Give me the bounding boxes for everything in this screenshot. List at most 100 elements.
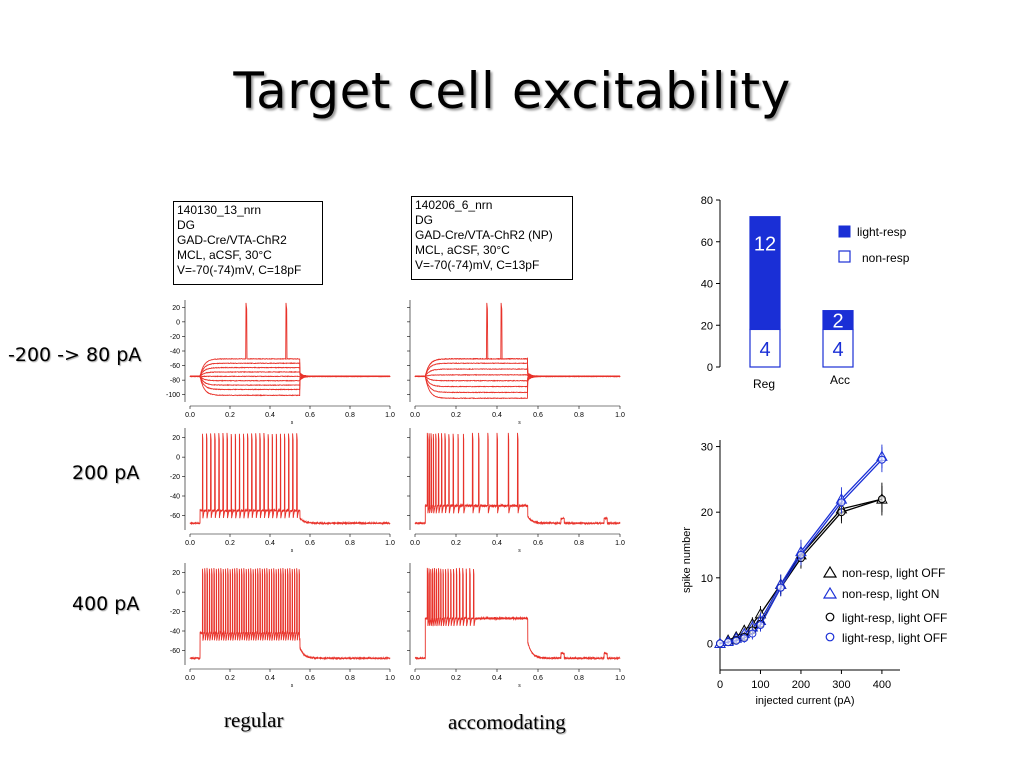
x-tick-label: 0.4	[492, 675, 502, 682]
x-category-label: Acc	[830, 373, 850, 387]
data-point	[776, 583, 785, 592]
legend-marker	[825, 632, 835, 642]
voltage-trace	[189, 432, 391, 526]
data-point	[730, 630, 743, 642]
bar-label-non-resp: 4	[759, 339, 770, 361]
x-axis-label: injected current (pA)	[755, 695, 854, 707]
data-point	[722, 635, 734, 646]
legend-label: non-resp, light ON	[842, 587, 939, 601]
y-tick-label: 0	[707, 362, 713, 374]
x-tick-label: 0.6	[533, 675, 543, 682]
trace-panel: 0.0 0.2 0.4 0.6 0.8 1.0 s 20 0 -20 -40 -60	[170, 563, 395, 689]
info-line: DG	[415, 213, 433, 227]
bar-label-non-resp: 4	[832, 339, 843, 361]
data-point	[722, 634, 734, 645]
data-point	[714, 637, 726, 648]
info-box-accomodating: 140206_6_nrn DG GAD-Cre/VTA-ChR2 (NP) MC…	[411, 196, 573, 280]
data-point	[746, 621, 759, 632]
data-point	[754, 607, 767, 619]
x-axis-label: s	[291, 683, 294, 689]
x-tick-label: 0.8	[574, 412, 584, 419]
x-tick-label: 0.8	[574, 675, 584, 682]
fi-series	[714, 485, 888, 648]
fi-series	[714, 444, 888, 648]
legend-label: light-resp	[857, 225, 907, 239]
voltage-trace	[189, 366, 391, 378]
data-point	[795, 548, 807, 560]
fi-series	[716, 482, 886, 648]
data-point	[774, 578, 787, 589]
col-label-regular: regular	[224, 708, 284, 732]
voltage-trace	[414, 373, 620, 378]
series-line	[719, 498, 883, 645]
x-tick-label: 0.2	[225, 540, 235, 547]
data-point	[796, 554, 805, 563]
x-tick-label: 0.2	[225, 412, 235, 419]
data-point	[754, 614, 767, 625]
info-line: V=-70(-74)mV, C=13pF	[415, 258, 540, 272]
data-point	[835, 502, 848, 514]
voltage-trace	[414, 567, 621, 661]
x-tick-label: 0.2	[451, 540, 461, 547]
x-tick-label: 1.0	[615, 540, 625, 547]
y-tick-label: -100	[166, 392, 180, 399]
y-tick-label: 30	[701, 442, 713, 454]
y-tick-label: 20	[701, 320, 713, 332]
x-tick-label: 0.8	[345, 675, 355, 682]
info-line: GAD-Cre/VTA-ChR2	[177, 233, 287, 247]
x-tick-label: 0.0	[185, 675, 195, 682]
voltage-trace	[414, 375, 621, 382]
voltage-trace	[189, 375, 391, 391]
data-point	[716, 639, 724, 648]
y-tick-label: 10	[701, 573, 713, 585]
x-tick-label: 0.0	[185, 540, 195, 547]
series-line	[719, 498, 883, 645]
x-axis-label: s	[518, 420, 521, 426]
y-tick-label: 20	[172, 570, 180, 577]
data-point	[732, 636, 741, 645]
x-tick-label: 0.0	[410, 412, 420, 419]
data-point	[738, 624, 751, 635]
trace-panel: 0.0 0.2 0.4 0.6 0.8 1.0 s	[407, 428, 625, 554]
bar-label-light-resp: 12	[754, 234, 776, 256]
row-label-200pa: 200 pA	[72, 462, 140, 484]
x-tick-label: 0.0	[185, 412, 195, 419]
x-tick-label: 0.4	[265, 540, 275, 547]
data-point	[740, 634, 749, 643]
x-tick-label: 0.8	[345, 540, 355, 547]
voltage-trace	[189, 375, 391, 387]
data-point	[732, 636, 741, 645]
y-tick-label: -20	[170, 334, 180, 341]
x-tick-label: 400	[873, 679, 891, 691]
data-point	[716, 639, 724, 648]
data-point	[835, 493, 848, 504]
y-tick-label: 40	[701, 279, 713, 291]
trace-panel: 0.0 0.2 0.4 0.6 0.8 1.0 s	[407, 300, 625, 426]
x-tick-label: 0.6	[305, 412, 315, 419]
y-tick-label: -20	[170, 609, 180, 616]
x-tick-label: 0.6	[533, 412, 543, 419]
y-tick-label: -20	[170, 474, 180, 481]
slide-title: Target cell excitability	[233, 62, 791, 120]
trace-panel: 0.0 0.2 0.4 0.6 0.8 1.0 s 20 0 -20 -40 -60 -80 -100	[166, 300, 395, 426]
data-point	[876, 493, 888, 504]
y-tick-label: -40	[170, 349, 180, 356]
data-point	[724, 638, 733, 647]
row-label-400pa: 400 pA	[72, 593, 140, 615]
x-tick-label: 0.0	[410, 675, 420, 682]
fi-series	[716, 447, 886, 648]
bar-plot: 0 20 40 60 80 4 12 Reg 4 2 Acc light-resp non-resp	[701, 195, 910, 391]
voltage-trace	[414, 357, 621, 378]
y-tick-label: 80	[701, 195, 713, 207]
data-point	[795, 545, 807, 557]
bar-non-resp	[749, 328, 781, 368]
y-tick-label: 0	[176, 590, 180, 597]
x-tick-label: 0.2	[225, 675, 235, 682]
x-tick-label: 0.2	[451, 412, 461, 419]
legend-swatch-non-resp	[838, 250, 851, 263]
x-tick-label: 1.0	[615, 675, 625, 682]
data-point	[877, 495, 886, 504]
data-point	[877, 455, 886, 464]
legend-marker	[822, 586, 838, 599]
